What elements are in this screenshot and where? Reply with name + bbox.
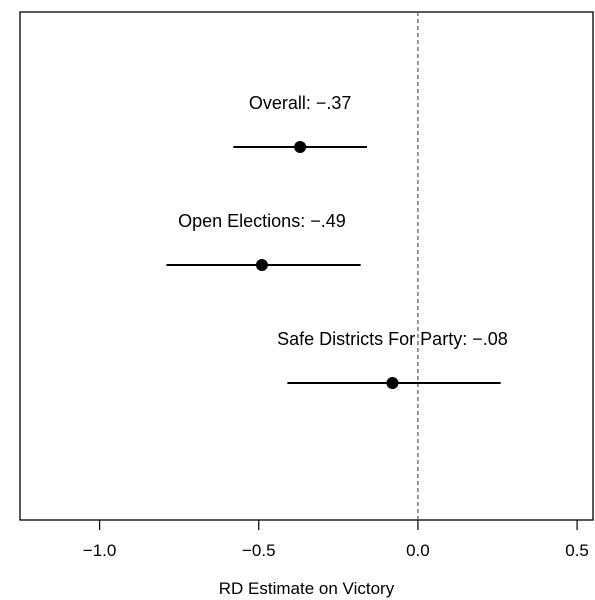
estimate-row: Overall: −.37: [233, 93, 367, 153]
point-estimate-marker: [294, 141, 307, 153]
x-tick-label: 0.5: [565, 541, 589, 560]
point-estimate-marker: [255, 259, 268, 271]
x-tick-label: −0.5: [242, 541, 276, 560]
x-tick-label: −1.0: [83, 541, 117, 560]
plot-frame: [19, 11, 594, 521]
x-axis-label: RD Estimate on Victory: [219, 579, 395, 598]
x-tick-label: 0.0: [406, 541, 430, 560]
estimate-row: Safe Districts For Party: −.08: [277, 329, 508, 389]
estimate-label: Overall: −.37: [249, 93, 352, 113]
estimate-label: Open Elections: −.49: [178, 211, 346, 231]
point-estimate-marker: [386, 377, 399, 389]
estimate-row: Open Elections: −.49: [166, 211, 361, 271]
estimate-label: Safe Districts For Party: −.08: [277, 329, 508, 349]
x-axis-ticks: −1.0 −0.5 0.0 0.5: [83, 520, 589, 560]
estimates-group: Overall: −.37 Open Elections: −.49 Safe Di…: [166, 93, 508, 389]
